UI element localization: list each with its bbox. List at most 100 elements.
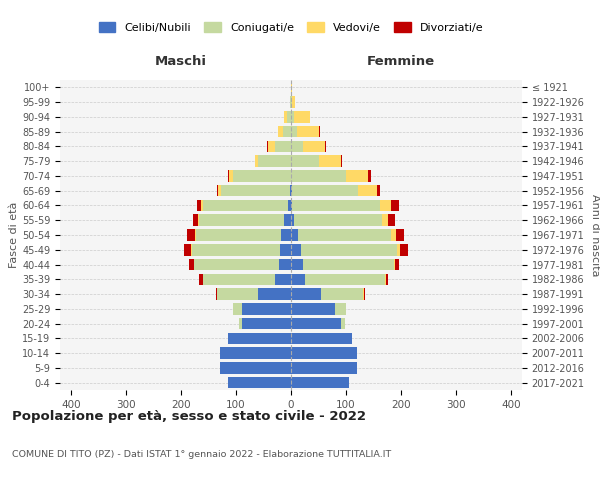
Bar (382, 214, 388, 226)
Bar (291, 274, 305, 285)
Bar (319, 156, 341, 167)
Bar (189, 259, 194, 270)
Bar (388, 214, 395, 226)
Bar (291, 288, 321, 300)
Bar (394, 259, 395, 270)
Bar (291, 126, 296, 138)
Bar (199, 214, 284, 226)
Bar (292, 96, 295, 108)
Bar (193, 214, 198, 226)
Bar (233, 170, 291, 181)
Bar (321, 288, 362, 300)
Bar (294, 111, 310, 122)
Bar (377, 185, 380, 196)
Bar (239, 318, 241, 330)
Bar (291, 332, 352, 344)
Bar (228, 170, 229, 181)
Bar (221, 185, 290, 196)
Bar (184, 244, 191, 256)
Bar (215, 288, 217, 300)
Bar (220, 348, 291, 359)
Bar (346, 170, 368, 181)
Bar (303, 140, 325, 152)
Bar (258, 156, 291, 167)
Bar (217, 185, 218, 196)
Bar (385, 274, 386, 285)
Bar (278, 126, 283, 138)
Bar (288, 200, 291, 211)
Bar (291, 214, 294, 226)
Bar (258, 288, 291, 300)
Bar (194, 259, 279, 270)
Bar (319, 126, 320, 138)
Bar (291, 229, 298, 241)
Bar (280, 244, 291, 256)
Bar (395, 229, 404, 241)
Bar (290, 185, 291, 196)
Bar (400, 244, 408, 256)
Bar (255, 156, 258, 167)
Bar (284, 214, 291, 226)
Bar (291, 259, 303, 270)
Bar (217, 288, 258, 300)
Bar (187, 229, 195, 241)
Bar (203, 200, 288, 211)
Bar (335, 303, 346, 314)
Bar (267, 140, 268, 152)
Bar (291, 156, 319, 167)
Bar (228, 377, 291, 388)
Bar (298, 229, 391, 241)
Bar (362, 288, 364, 300)
Bar (281, 229, 291, 241)
Bar (268, 140, 275, 152)
Bar (192, 244, 280, 256)
Bar (202, 200, 203, 211)
Bar (241, 303, 291, 314)
Bar (291, 362, 357, 374)
Bar (291, 200, 292, 211)
Bar (291, 318, 341, 330)
Bar (291, 303, 335, 314)
Bar (291, 348, 357, 359)
Bar (397, 244, 400, 256)
Bar (395, 259, 400, 270)
Bar (303, 259, 394, 270)
Bar (283, 126, 291, 138)
Bar (275, 140, 291, 152)
Bar (325, 140, 326, 152)
Bar (294, 214, 382, 226)
Bar (292, 185, 358, 196)
Bar (199, 274, 203, 285)
Bar (218, 185, 221, 196)
Bar (197, 200, 202, 211)
Bar (203, 274, 275, 285)
Bar (291, 244, 301, 256)
Bar (191, 244, 192, 256)
Y-axis label: Fasce di età: Fasce di età (9, 202, 19, 268)
Bar (290, 96, 291, 108)
Bar (296, 126, 319, 138)
Bar (195, 229, 196, 241)
Bar (391, 200, 400, 211)
Legend: Celibi/Nubili, Coniugati/e, Vedovi/e, Divorziati/e: Celibi/Nubili, Coniugati/e, Vedovi/e, Di… (94, 18, 488, 37)
Bar (279, 259, 291, 270)
Bar (198, 214, 199, 226)
Bar (305, 274, 385, 285)
Text: COMUNE DI TITO (PZ) - Dati ISTAT 1° gennaio 2022 - Elaborazione TUTTITALIA.IT: COMUNE DI TITO (PZ) - Dati ISTAT 1° genn… (12, 450, 391, 459)
Bar (341, 318, 345, 330)
Bar (291, 377, 349, 388)
Bar (196, 229, 281, 241)
Bar (275, 274, 291, 285)
Bar (241, 318, 291, 330)
Bar (380, 200, 391, 211)
Y-axis label: Anni di nascita: Anni di nascita (590, 194, 600, 276)
Bar (291, 140, 303, 152)
Bar (284, 111, 287, 122)
Text: Maschi: Maschi (155, 55, 207, 68)
Bar (391, 229, 395, 241)
Bar (292, 200, 380, 211)
Bar (358, 185, 377, 196)
Bar (291, 170, 346, 181)
Bar (291, 185, 292, 196)
Bar (220, 362, 291, 374)
